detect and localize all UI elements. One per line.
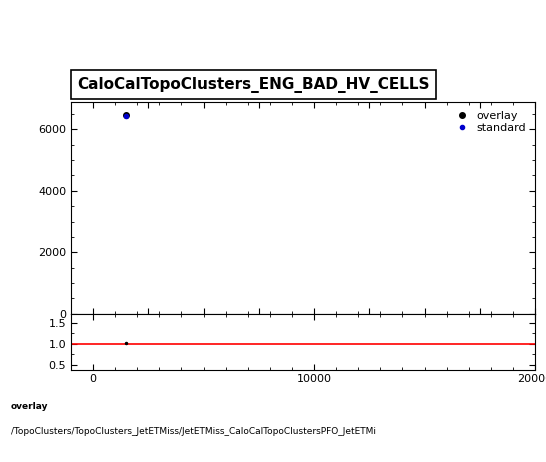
Text: CaloCalTopoClusters_ENG_BAD_HV_CELLS: CaloCalTopoClusters_ENG_BAD_HV_CELLS <box>77 77 430 92</box>
Text: /TopoClusters/TopoClusters_JetETMiss/JetETMiss_CaloCalTopoClustersPFO_JetETMi: /TopoClusters/TopoClusters_JetETMiss/Jet… <box>11 427 376 436</box>
Legend: overlay, standard: overlay, standard <box>449 107 530 136</box>
Text: overlay: overlay <box>11 402 49 411</box>
